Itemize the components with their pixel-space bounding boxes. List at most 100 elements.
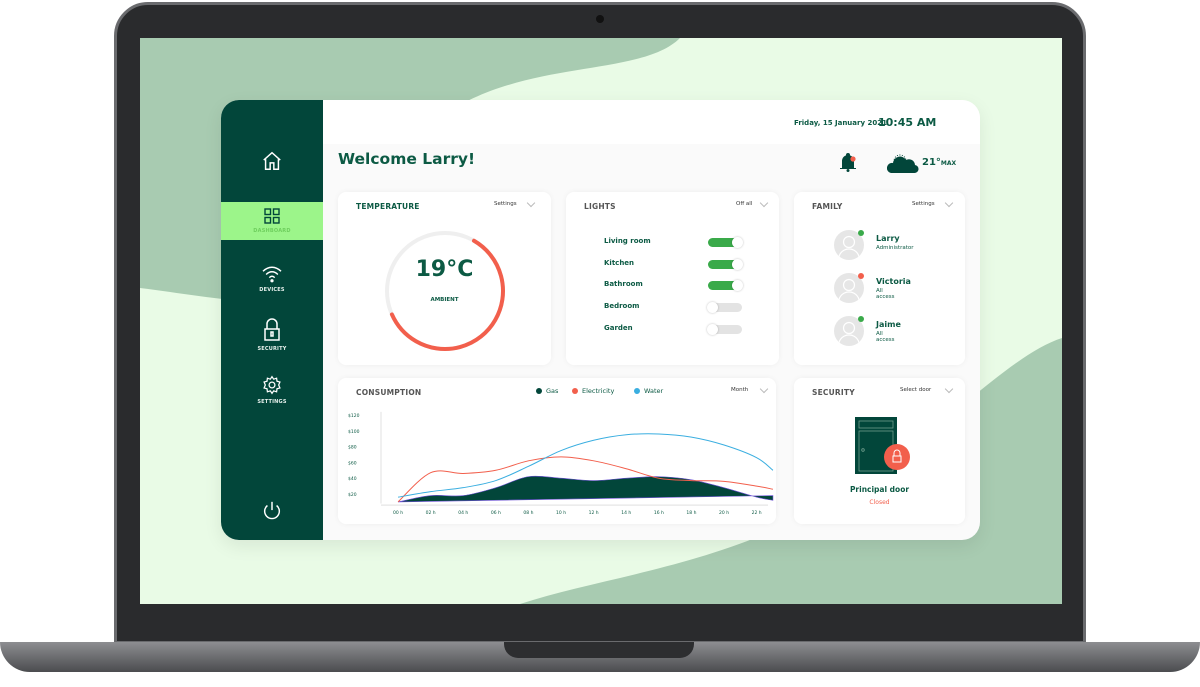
dashboard-app: DASHBOARD DEVICES SECURITY SETTINGS Frid… (221, 100, 980, 540)
chevron-down-icon[interactable] (759, 384, 769, 394)
toggle-knob (732, 280, 743, 292)
sidebar-item-devices[interactable]: DEVICES (221, 265, 323, 293)
y-tick-label: $60 (348, 460, 357, 466)
member-role: All access (876, 288, 895, 300)
chevron-down-icon[interactable] (944, 384, 954, 394)
gas-area (397, 475, 774, 503)
light-toggle[interactable] (708, 237, 743, 248)
legend-label: Electricity (582, 387, 615, 395)
sidebar-item-label: SETTINGS (257, 399, 287, 405)
light-name: Living room (604, 237, 651, 245)
sidebar-item-label: DEVICES (259, 287, 285, 293)
toggle-knob (732, 237, 743, 248)
x-tick-label: 14 h (621, 510, 631, 516)
door-icon[interactable] (854, 416, 912, 476)
legend-swatch (536, 388, 542, 394)
x-tick-label: 06 h (491, 510, 501, 516)
sidebar-item-label: DASHBOARD (253, 228, 291, 234)
lock-icon (264, 318, 280, 341)
weather-cloud-sun-icon (887, 154, 919, 174)
x-tick-label: 22 h (752, 510, 762, 516)
light-name: Bedroom (604, 302, 640, 311)
gear-icon (263, 375, 281, 395)
y-tick-label: $120 (348, 413, 360, 419)
sidebar-item-dashboard[interactable]: DASHBOARD (221, 202, 323, 240)
lights-card: LIGHTS Off all Living room Kitchen Bathroo… (566, 192, 779, 365)
lights-off-all-select[interactable]: Off all (736, 201, 753, 207)
card-title: SECURITY (812, 388, 855, 397)
lock-badge (884, 444, 910, 470)
chevron-down-icon[interactable] (759, 198, 769, 208)
family-settings-select[interactable]: Settings (912, 201, 935, 207)
status-dot (858, 273, 864, 279)
temperature-value: 19°C (415, 257, 474, 282)
light-toggle[interactable] (708, 258, 743, 270)
member-role: All access (876, 331, 895, 343)
x-tick-label: 20 h (719, 510, 729, 516)
laptop-notch (504, 642, 694, 658)
status-dot (858, 316, 864, 322)
light-toggle[interactable] (708, 280, 743, 292)
chevron-down-icon[interactable] (944, 198, 954, 208)
member-name: Jaime (876, 320, 901, 329)
top-bar: Friday, 15 January 2021 10:45 AM (323, 100, 980, 144)
card-title: TEMPERATURE (356, 202, 420, 211)
weather-max: 21°MAX (922, 157, 956, 168)
webcam (596, 15, 604, 23)
status-dot (858, 230, 864, 236)
sidebar-item-security[interactable]: SECURITY (221, 318, 323, 352)
toggle-knob (707, 302, 718, 314)
date: Friday, 15 January 2021 (794, 119, 887, 127)
consumption-card: CONSUMPTION Gas Electricity Water Month … (338, 378, 776, 524)
time: 10:45 AM (878, 116, 937, 129)
legend-electricity: Electricity (572, 387, 614, 395)
temperature-gauge (385, 231, 505, 351)
chevron-down-icon[interactable] (526, 198, 536, 208)
light-name: Kitchen (604, 258, 635, 267)
light-toggle[interactable] (707, 302, 742, 314)
card-title: FAMILY (812, 202, 843, 211)
light-toggle[interactable] (707, 323, 742, 335)
sidebar-item-home[interactable] (221, 150, 323, 176)
legend-swatch (572, 388, 578, 394)
light-name: Bathroom (604, 280, 643, 289)
temperature-label: AMBIENT (430, 297, 459, 303)
chart-title: CONSUMPTION (356, 388, 422, 397)
page-title: Welcome Larry! (338, 150, 476, 168)
legend-gas: Gas (536, 387, 558, 395)
sidebar-item-label: SECURITY (257, 346, 287, 352)
temperature-card: TEMPERATURE Settings 19°C AMBIENT (338, 192, 551, 365)
member-name: Larry (876, 234, 900, 243)
toggle-knob (732, 258, 743, 270)
y-tick-label: $20 (348, 492, 357, 498)
weather-unit: MAX (940, 160, 957, 167)
x-tick-label: 02 h (426, 510, 436, 516)
sidebar-item-settings[interactable]: SETTINGS (221, 375, 323, 405)
water-line (397, 433, 774, 498)
x-tick-label: 12 h (589, 510, 599, 516)
x-tick-label: 10 h (556, 510, 566, 516)
security-card: SECURITY Select door Principal door Clos… (794, 378, 965, 524)
x-tick-label: 04 h (458, 510, 468, 516)
bell-icon[interactable] (839, 152, 857, 172)
legend-label: Water (644, 387, 664, 395)
legend-label: Gas (546, 387, 559, 395)
home-icon (263, 151, 281, 170)
power-button[interactable] (221, 500, 323, 526)
card-title: LIGHTS (584, 202, 616, 211)
x-tick-label: 08 h (523, 510, 533, 516)
electricity-line (397, 456, 774, 503)
door-select[interactable]: Select door (900, 387, 932, 393)
x-tick-label: 18 h (686, 510, 696, 516)
door-status: Closed (869, 499, 890, 506)
y-tick-label: $100 (348, 429, 360, 435)
period-select[interactable]: Month (731, 387, 749, 393)
power-icon (263, 501, 281, 520)
member-name: Victoria (876, 277, 911, 286)
x-tick-label: 00 h (393, 510, 403, 516)
door-name: Principal door (849, 485, 910, 494)
family-card: FAMILY Settings Larry Administrator Victor… (794, 192, 965, 365)
y-tick-label: $80 (348, 445, 357, 451)
x-tick-label: 16 h (654, 510, 664, 516)
temperature-settings-select[interactable]: Settings (494, 201, 517, 207)
